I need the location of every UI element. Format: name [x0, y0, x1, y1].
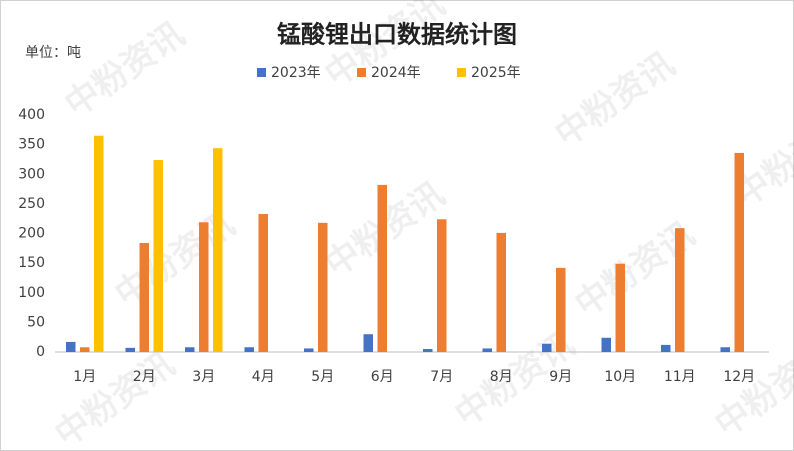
x-tick-label: 7月: [430, 369, 453, 385]
bar: [199, 222, 209, 352]
unit-label: 单位：吨: [25, 45, 81, 61]
bar: [542, 343, 552, 352]
y-tick-label: 100: [18, 285, 45, 301]
x-tick-label: 3月: [192, 369, 215, 385]
bar: [66, 341, 76, 352]
bar: [213, 148, 223, 352]
bar: [675, 228, 685, 352]
bar: [185, 347, 195, 352]
bar: [153, 160, 163, 352]
bar: [94, 135, 104, 352]
y-tick-label: 200: [18, 226, 45, 242]
legend-swatch: [457, 68, 466, 77]
bar: [482, 348, 492, 352]
legend-swatch: [357, 68, 366, 77]
bar: [304, 348, 314, 352]
y-tick-label: 50: [27, 314, 45, 330]
chart-title: 锰酸锂出口数据统计图: [277, 20, 517, 49]
x-tick-label: 9月: [549, 369, 572, 385]
bar: [258, 213, 268, 352]
bar: [734, 152, 744, 352]
bar: [318, 222, 328, 352]
legend-label: 2025年: [471, 65, 521, 81]
y-tick-label: 350: [18, 137, 45, 153]
bar: [244, 347, 254, 352]
bar: [80, 347, 90, 352]
x-tick-label: 2月: [133, 369, 156, 385]
x-tick-label: 1月: [73, 369, 96, 385]
legend-label: 2024年: [371, 65, 421, 81]
x-tick-label: 6月: [371, 369, 394, 385]
bar: [496, 232, 506, 352]
bar: [377, 184, 387, 352]
y-tick-label: 250: [18, 196, 45, 212]
legend-label: 2023年: [271, 65, 321, 81]
x-tick-label: 8月: [490, 369, 513, 385]
x-tick-label: 12月: [723, 369, 755, 385]
bar: [423, 349, 433, 352]
bar: [363, 334, 373, 352]
y-tick-label: 0: [36, 344, 45, 360]
bar: [556, 267, 566, 352]
legend-swatch: [257, 68, 266, 77]
bar: [661, 344, 671, 352]
x-tick-label: 5月: [311, 369, 334, 385]
bar: [125, 347, 135, 352]
bar: [139, 242, 149, 352]
bar: [720, 347, 730, 352]
y-tick-label: 150: [18, 255, 45, 271]
x-tick-label: 11月: [664, 369, 696, 385]
bar: [601, 337, 611, 352]
y-tick-label: 400: [18, 107, 45, 123]
x-tick-label: 4月: [252, 369, 275, 385]
y-tick-label: 300: [18, 166, 45, 182]
bar: [615, 263, 625, 352]
x-tick-label: 10月: [604, 369, 636, 385]
bar: [437, 219, 447, 352]
